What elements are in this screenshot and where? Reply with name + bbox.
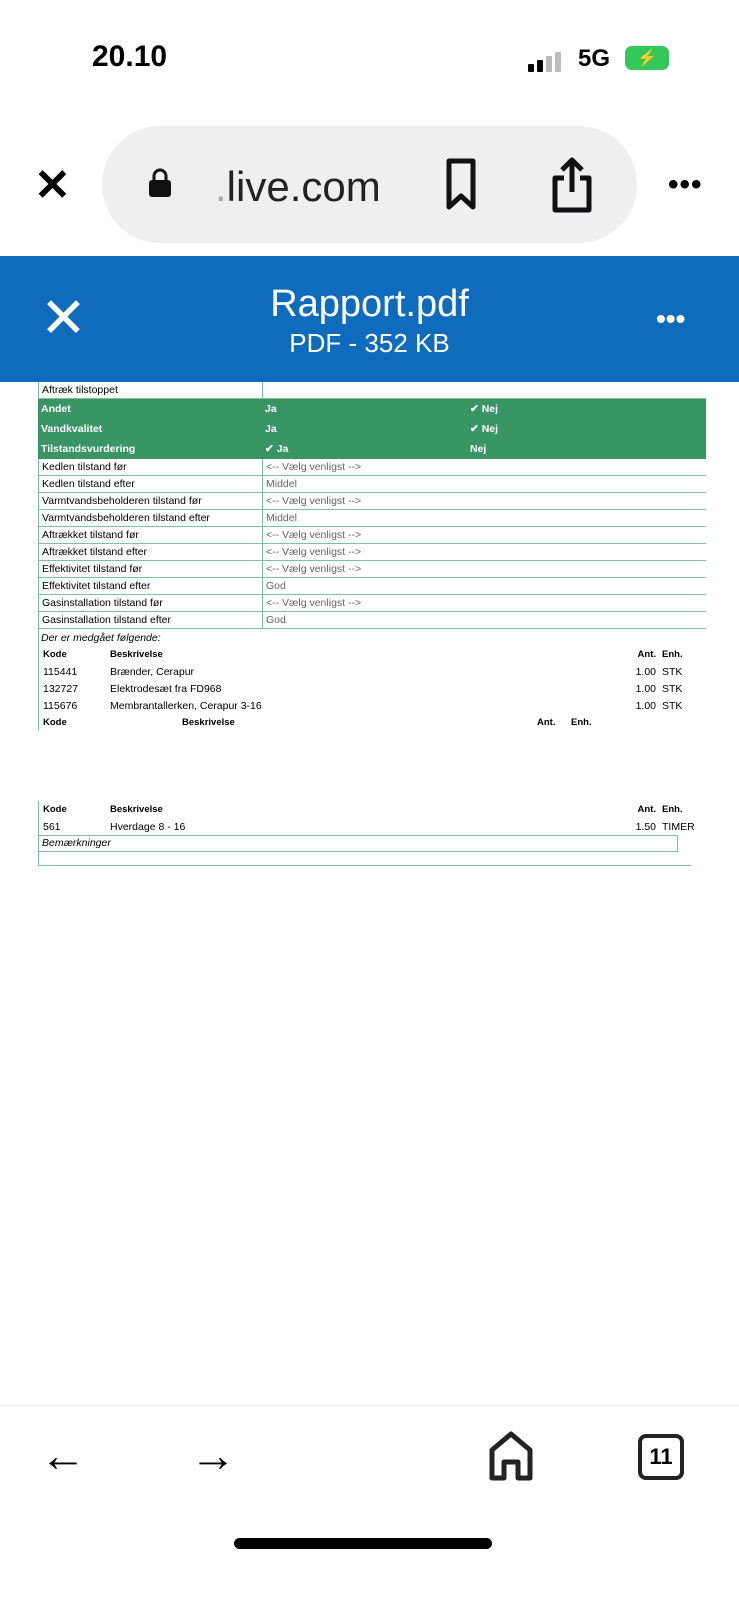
more-options-icon[interactable]: ••• [668,168,703,201]
green-row: Vandkvalitet Ja ✔ Nej [38,419,706,439]
table-row: Varmtvandsbeholderen tilstand efter Midde… [38,510,706,527]
table-row: Gasinstallation tilstand før <-- Vælg ven… [38,595,706,612]
item-row: 561 Hverdage 8 - 16 1.50 TIMER [43,820,695,833]
file-info: PDF - 352 KB [289,328,450,358]
table-row: Gasinstallation tilstand efter God [38,612,706,629]
signal-icon [528,52,561,72]
condition-rows: Kedlen tilstand før <-- Vælg venligst -->… [38,459,706,629]
used-heading: Der er medgået følgende: [41,631,161,644]
close-viewer-icon[interactable]: ✕ [40,286,87,349]
table-row: Kedlen tilstand efter Middel [38,476,706,493]
home-icon[interactable] [488,1430,534,1482]
table-row: Effektivitet tilstand før <-- Vælg venlig… [38,561,706,578]
lock-icon [149,168,171,197]
ja-option: Ja [265,423,277,435]
table-row: Aftrækket tilstand efter <-- Vælg venligs… [38,544,706,561]
empty-header: Kode Beskrivelse Ant. Enh. [43,717,592,728]
back-arrow-icon[interactable]: ← [40,1429,86,1481]
table-row: Varmtvandsbeholderen tilstand før <-- Væl… [38,493,706,510]
pdf-page: Aftræk tilstoppet Andet Ja ✔ Nej Vandkvalit… [38,382,706,866]
share-icon[interactable] [550,156,594,214]
table-row: Aftrækket tilstand før <-- Vælg venligst … [38,527,706,544]
materials-header: Kode Beskrivelse Ant. Enh. [43,649,683,660]
ja-option: Ja [265,403,277,415]
green-row: Tilstandsvurdering ✔ Ja Nej [38,439,706,459]
tabs-button[interactable]: 11 [638,1434,684,1480]
item-row: 115676 Membrantallerken, Cerapur 3-16 1.00… [43,699,683,712]
bookmark-icon[interactable] [446,158,476,212]
home-indicator [234,1538,492,1549]
browser-toolbar [0,1405,739,1505]
materials-section: Der er medgået følgende: Kode Beskrivelse… [38,629,706,731]
remarks-label: Bemærkninger [38,835,678,852]
labor-section: Kode Beskrivelse Ant. Enh. 561 Hverdage 8 - … [38,801,706,835]
forward-arrow-icon[interactable]: → [190,1429,236,1481]
battery-charging-icon: ⚡ [625,46,669,70]
ja-option: ✔ Ja [265,443,289,455]
labor-header: Kode Beskrivelse Ant. Enh. [43,804,683,815]
address-bar[interactable] [102,126,637,243]
table-row: Aftræk tilstoppet [38,382,706,399]
viewer-more-icon[interactable]: ••• [656,303,686,334]
viewer-header [0,256,739,382]
close-browser-button[interactable]: ✕ [34,161,71,210]
url-text[interactable]: .live.com [215,163,381,210]
table-row: Kedlen tilstand før <-- Vælg venligst --> [38,459,706,476]
item-row: 115441 Brænder, Cerapur 1.00 STK [43,665,683,678]
nej-option: Nej [470,443,487,455]
status-time: 20.10 [92,40,168,73]
file-title: Rapport.pdf [270,283,469,325]
item-row: 132727 Elektrodesæt fra FD968 1.00 STK [43,682,683,695]
nej-option: ✔ Nej [470,403,499,415]
nej-option: ✔ Nej [470,423,499,435]
green-row: Andet Ja ✔ Nej [38,399,706,419]
green-section: Andet Ja ✔ Nej Vandkvalitet Ja ✔ Nej Tilstands… [38,399,706,459]
remarks-field [38,852,691,866]
network-type: 5G [578,45,611,72]
table-row: Effektivitet tilstand efter God [38,578,706,595]
